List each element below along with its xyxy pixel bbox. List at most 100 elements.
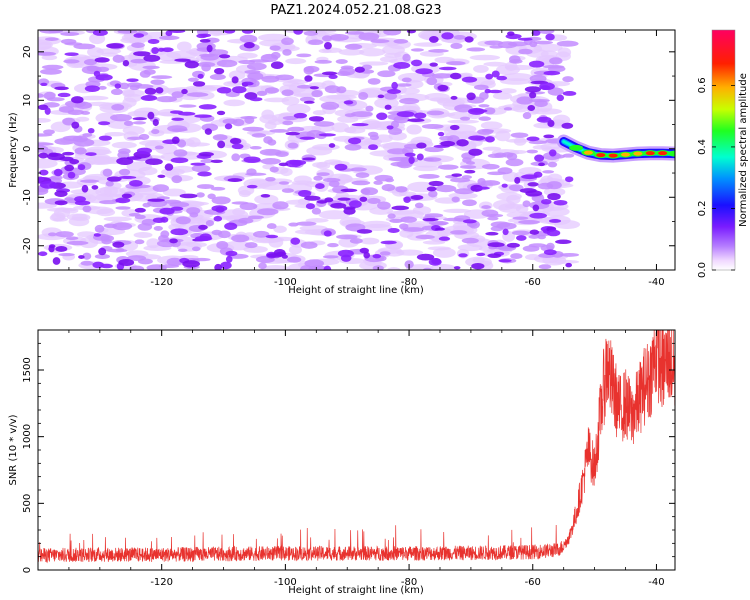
spectrogram-x-tick-label: -40 <box>648 277 664 288</box>
noise-blob <box>503 107 513 111</box>
noise-blob-core <box>453 266 461 270</box>
noise-blob <box>38 51 57 56</box>
noise-blob <box>137 222 153 231</box>
noise-blob-core <box>289 159 307 166</box>
noise-blob-core <box>372 253 382 259</box>
noise-blob <box>256 90 268 96</box>
noise-blob-core <box>48 245 55 253</box>
noise-blob <box>73 138 95 147</box>
noise-blob <box>158 264 180 269</box>
spectrogram-y-tick-label: -10 <box>22 189 33 205</box>
noise-blob-core <box>386 125 394 130</box>
spectrogram-x-ticks: -120 -100 -80 -60 -40 <box>37 30 665 288</box>
noise-blob <box>437 164 459 170</box>
noise-blob <box>133 232 153 239</box>
noise-blob <box>459 165 477 169</box>
noise-blob <box>534 100 548 108</box>
noise-blob-core <box>555 239 572 244</box>
noise-blob <box>322 177 341 183</box>
noise-blob <box>313 121 335 127</box>
noise-blob-core <box>506 242 520 248</box>
noise-blob <box>177 248 188 253</box>
noise-blob <box>187 142 211 147</box>
noise-blob <box>405 106 421 111</box>
noise-blob-core <box>40 82 48 87</box>
noise-blob <box>196 184 215 190</box>
noise-blob <box>383 30 402 36</box>
noise-blob <box>344 43 363 50</box>
noise-blob <box>473 64 489 73</box>
noise-blob <box>335 59 348 64</box>
noise-blob <box>344 31 365 35</box>
noise-blob-core <box>410 195 424 200</box>
noise-blob-core <box>217 140 226 149</box>
noise-blob-core <box>64 164 75 172</box>
noise-blob-core <box>561 122 574 129</box>
noise-blob-core <box>316 200 328 204</box>
noise-blob-core <box>437 84 449 92</box>
noise-blob-core <box>93 233 101 237</box>
noise-blob-core <box>39 180 58 189</box>
noise-blob-core <box>290 237 301 245</box>
noise-blob <box>118 168 131 176</box>
spectrogram-y-tick-label: 10 <box>22 94 33 107</box>
noise-blob-core <box>160 216 169 223</box>
snr-y-tick-label: 0 <box>22 567 33 573</box>
noise-blob-core <box>305 203 316 210</box>
colorbar-tick-label: 0.6 <box>697 77 708 93</box>
noise-blob-core <box>533 171 543 178</box>
noise-blob <box>132 121 146 125</box>
noise-blob-core <box>487 242 505 248</box>
noise-blob <box>38 142 54 146</box>
noise-blob-core <box>304 75 313 82</box>
noise-blob <box>130 58 148 64</box>
noise-blob-core <box>194 114 212 118</box>
noise-blob <box>327 243 339 248</box>
noise-blob <box>337 174 352 183</box>
noise-blob <box>266 223 277 230</box>
noise-blob <box>285 58 307 65</box>
noise-blob-core <box>527 182 539 187</box>
noise-blob-core <box>337 197 351 201</box>
noise-blob-core <box>171 136 180 144</box>
noise-blob <box>387 267 401 270</box>
noise-blob-core <box>179 193 198 199</box>
colorbar-tick-label: 0.4 <box>697 139 708 155</box>
noise-blob <box>242 126 264 132</box>
noise-blob <box>338 48 365 56</box>
noise-blob <box>351 180 371 186</box>
noise-blob <box>83 59 98 66</box>
noise-blob-core <box>98 135 112 141</box>
noise-blob <box>546 242 555 251</box>
noise-blob <box>423 157 434 162</box>
noise-blob-core <box>62 151 75 156</box>
noise-blob <box>281 96 300 106</box>
noise-blob <box>112 54 125 63</box>
noise-blob <box>99 200 118 205</box>
noise-blob <box>265 176 276 182</box>
noise-blob <box>96 48 122 55</box>
noise-blob-core <box>318 133 336 137</box>
noise-blob <box>166 257 183 267</box>
noise-blob <box>209 73 226 80</box>
noise-blob <box>160 230 170 239</box>
noise-blob-core <box>159 207 175 215</box>
noise-blob <box>176 41 192 52</box>
noise-blob-core <box>545 33 555 41</box>
noise-blob-core <box>206 44 213 53</box>
noise-blob <box>318 210 351 220</box>
noise-blob <box>62 207 79 214</box>
noise-blob <box>98 85 107 90</box>
noise-blob-core <box>428 258 442 266</box>
noise-blob <box>374 174 394 182</box>
noise-blob-core <box>521 174 538 180</box>
noise-blob-core <box>192 81 206 87</box>
noise-blob-core <box>54 86 69 91</box>
noise-blob <box>413 165 440 172</box>
noise-blob <box>296 53 312 58</box>
noise-blob-core <box>386 88 402 95</box>
noise-blob-core <box>174 58 191 62</box>
noise-blob <box>191 164 211 173</box>
noise-blob <box>533 40 553 45</box>
spectrogram-x-tick-label: -60 <box>525 277 541 288</box>
